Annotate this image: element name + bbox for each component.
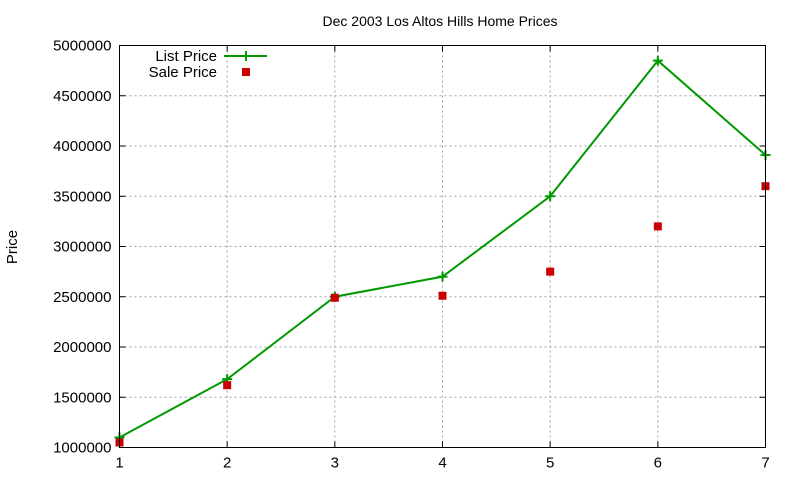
x-tick-label: 5 — [546, 455, 554, 472]
x-tick-label: 6 — [654, 455, 662, 472]
y-axis-label: Price — [4, 230, 21, 264]
y-tick-label: 3500000 — [53, 188, 111, 205]
y-tick-label: 1000000 — [53, 440, 111, 457]
chart-title: Dec 2003 Los Altos Hills Home Prices — [323, 13, 558, 29]
y-tick-label: 2500000 — [53, 289, 111, 306]
legend-item: List Price — [155, 48, 267, 65]
grid-lines — [119, 45, 766, 448]
y-tick-label: 2000000 — [53, 339, 111, 356]
data-point — [653, 222, 662, 231]
data-point — [437, 271, 448, 282]
plot-frame — [119, 45, 766, 448]
data-point — [546, 267, 555, 276]
data-point — [330, 293, 339, 302]
legend-label: Sale Price — [149, 64, 217, 81]
data-point — [438, 291, 447, 300]
series-list-price — [114, 55, 771, 443]
legend-swatch — [242, 68, 250, 76]
data-point — [652, 55, 663, 66]
y-tick-label: 4500000 — [53, 88, 111, 105]
data-point — [223, 381, 232, 390]
y-tick-label: 3000000 — [53, 239, 111, 256]
x-tick-label: 4 — [438, 455, 446, 472]
x-tick-label: 2 — [223, 455, 231, 472]
x-tick-label: 7 — [761, 455, 769, 472]
data-point — [545, 191, 556, 202]
y-tick-label: 4000000 — [53, 138, 111, 155]
x-tick-label: 1 — [115, 455, 123, 472]
y-tick-label: 1500000 — [53, 389, 111, 406]
y-tick-label: 5000000 — [53, 38, 111, 55]
x-tick-label: 3 — [331, 455, 339, 472]
legend-item: Sale Price — [149, 64, 250, 81]
legend-label: List Price — [155, 48, 217, 65]
axis-ticks: 1 2 3 4 5 6 7 1000000 1500000 2000000 2500000 30000… — [53, 38, 770, 472]
